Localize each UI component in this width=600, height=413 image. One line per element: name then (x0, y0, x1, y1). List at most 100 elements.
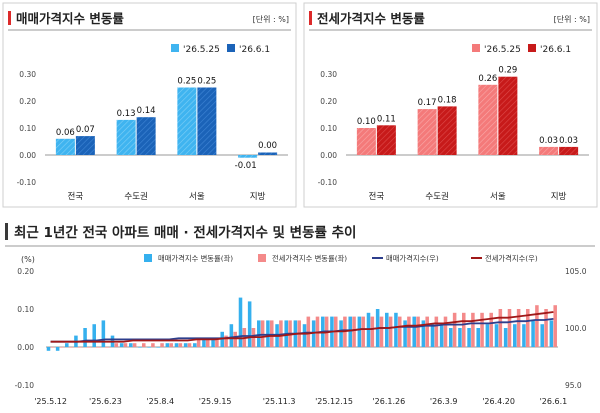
jeonse-value-label: 0.03 (559, 136, 578, 146)
jeonse-bar (498, 76, 518, 155)
trend-sale-rate-bar (202, 339, 206, 347)
trend-x-tick-label: '26.4.20 (482, 397, 515, 406)
jeonse-value-label: 0.29 (498, 66, 517, 76)
jeonse-y-tick-label: 0.10 (320, 124, 337, 133)
sale-bar (238, 155, 258, 158)
trend-sale-rate-bar (412, 316, 416, 347)
sale-legend-label: '26.6.1 (239, 45, 270, 55)
trend-right-tick-label: 100.0 (565, 324, 587, 333)
trend-sale-rate-bar (165, 343, 170, 347)
trend-jeonse-rate-bar (544, 309, 548, 347)
trend-sale-rate-bar (485, 324, 490, 347)
trend-jeonse-rate-bar (416, 316, 420, 347)
trend-jeonse-rate-bar (507, 309, 512, 347)
trend-sale-rate-bar (540, 324, 544, 347)
sale-legend-label: '26.5.25 (183, 45, 220, 55)
jeonse-y-tick-label: 0.00 (320, 151, 337, 160)
sale-value-label: 0.25 (177, 77, 196, 87)
sale-y-tick-label: 0.30 (19, 70, 36, 79)
jeonse-bar (478, 84, 498, 155)
trend-jeonse-rate-bar (206, 339, 210, 347)
jeonse-category-label: 전국 (369, 191, 385, 202)
sale-y-tick-label: -0.10 (17, 178, 37, 187)
trend-sale-rate-bar (476, 328, 480, 347)
trend-sale-rate-bar (302, 324, 307, 347)
trend-jeonse-rate-bar (123, 343, 128, 347)
trend-sale-rate-bar (266, 320, 270, 347)
trend-jeonse-rate-bar (361, 316, 365, 347)
trend-jeonse-rate-bar (68, 347, 73, 348)
jeonse-panel-frame (303, 2, 598, 208)
trend-jeonse-index-line (50, 311, 554, 343)
trend-sale-rate-bar (339, 320, 343, 347)
sale-category-label: 수도권 (124, 191, 147, 202)
sale-bar (75, 136, 95, 155)
trend-jeonse-rate-bar (425, 316, 429, 347)
jeonse-value-label: 0.18 (438, 95, 457, 105)
trend-x-tick-label: '26.3.9 (430, 397, 458, 406)
jeonse-legend-label: '26.5.25 (484, 45, 521, 55)
trend-jeonse-rate-bar (187, 343, 192, 347)
trend-jeonse-rate-bar (379, 316, 384, 347)
trend-jeonse-rate-bar (452, 312, 457, 347)
trend-sale-rate-bar (421, 320, 426, 347)
sale-bar (116, 119, 136, 155)
trend-jeonse-rate-bar (196, 339, 201, 347)
trend-jeonse-rate-bar (388, 316, 393, 347)
jeonse-legend-swatch (472, 44, 480, 52)
trend-jeonse-rate-bar (434, 316, 439, 347)
trend-jeonse-rate-bar (151, 343, 155, 347)
trend-right-tick-label: 95.0 (565, 381, 582, 390)
sale-bar (136, 117, 156, 155)
trend-jeonse-rate-bar (132, 343, 137, 347)
trend-jeonse-rate-bar (526, 309, 530, 347)
trend-x-tick-label: '26.6.1 (540, 397, 568, 406)
trend-sale-rate-bar (83, 328, 87, 347)
trend-x-tick-label: '25.5.12 (34, 397, 67, 406)
trend-legend-jeonse-index-label: 전세가격지수(우) (485, 254, 538, 263)
trend-jeonse-rate-bar (59, 347, 64, 348)
sale-bar (177, 87, 197, 155)
jeonse-category-label: 서울 (490, 192, 506, 202)
trend-jeonse-rate-bar (471, 312, 475, 347)
sale-value-label: 0.25 (197, 77, 216, 87)
trend-sale-rate-bar (55, 347, 60, 351)
sale-legend-swatch (171, 44, 179, 52)
trend-jeonse-rate-bar (233, 331, 237, 347)
trend-legend-sale-rate-swatch (144, 254, 152, 262)
jeonse-title-accent-icon (309, 11, 312, 25)
trend-jeonse-rate-bar (87, 347, 91, 348)
trend-sale-rate-bar (439, 324, 444, 347)
trend-sale-rate-bar (348, 316, 352, 347)
jeonse-bar (559, 146, 579, 155)
trend-left-tick-label: 0.10 (17, 305, 34, 314)
sale-value-label: 0.14 (137, 106, 156, 116)
sale-legend-swatch (227, 44, 235, 52)
sale-bar (258, 152, 278, 155)
trend-sale-rate-bar (229, 324, 234, 347)
trend-sale-rate-bar (458, 328, 462, 347)
trend-jeonse-rate-bar (443, 316, 448, 347)
trend-x-tick-label: '25.9.15 (199, 397, 232, 406)
sale-value-label: 0.13 (117, 109, 136, 119)
trend-legend-jeonse-rate-swatch (258, 254, 266, 262)
sale-value-label: 0.06 (56, 128, 75, 138)
trend-sale-rate-bar (174, 343, 179, 347)
jeonse-value-label: 0.10 (357, 117, 376, 127)
trend-jeonse-rate-bar (462, 312, 466, 347)
trend-jeonse-rate-bar (553, 305, 557, 347)
trend-left-tick-label: -0.10 (15, 381, 35, 390)
jeonse-category-label: 수도권 (425, 191, 448, 202)
trend-right-tick-label: 105.0 (565, 267, 587, 276)
sale-bar (55, 138, 75, 155)
sale-bar-chart: 0.30 0.20 0.10 0.00 -0.10 '26.5.25 '26.6.1 전국 0.… (17, 44, 288, 202)
trend-sale-rate-bar (119, 343, 124, 347)
trend-sale-rate-bar (522, 324, 526, 347)
trend-sale-rate-bar (467, 328, 471, 347)
trend-x-tick-label: '26.1.26 (372, 397, 405, 406)
trend-jeonse-rate-bar (480, 312, 484, 347)
trend-sale-rate-bar (183, 343, 188, 347)
trend-title-accent-icon (5, 223, 8, 240)
trend-jeonse-rate-bar (224, 335, 228, 347)
trend-jeonse-rate-bar (535, 305, 539, 347)
